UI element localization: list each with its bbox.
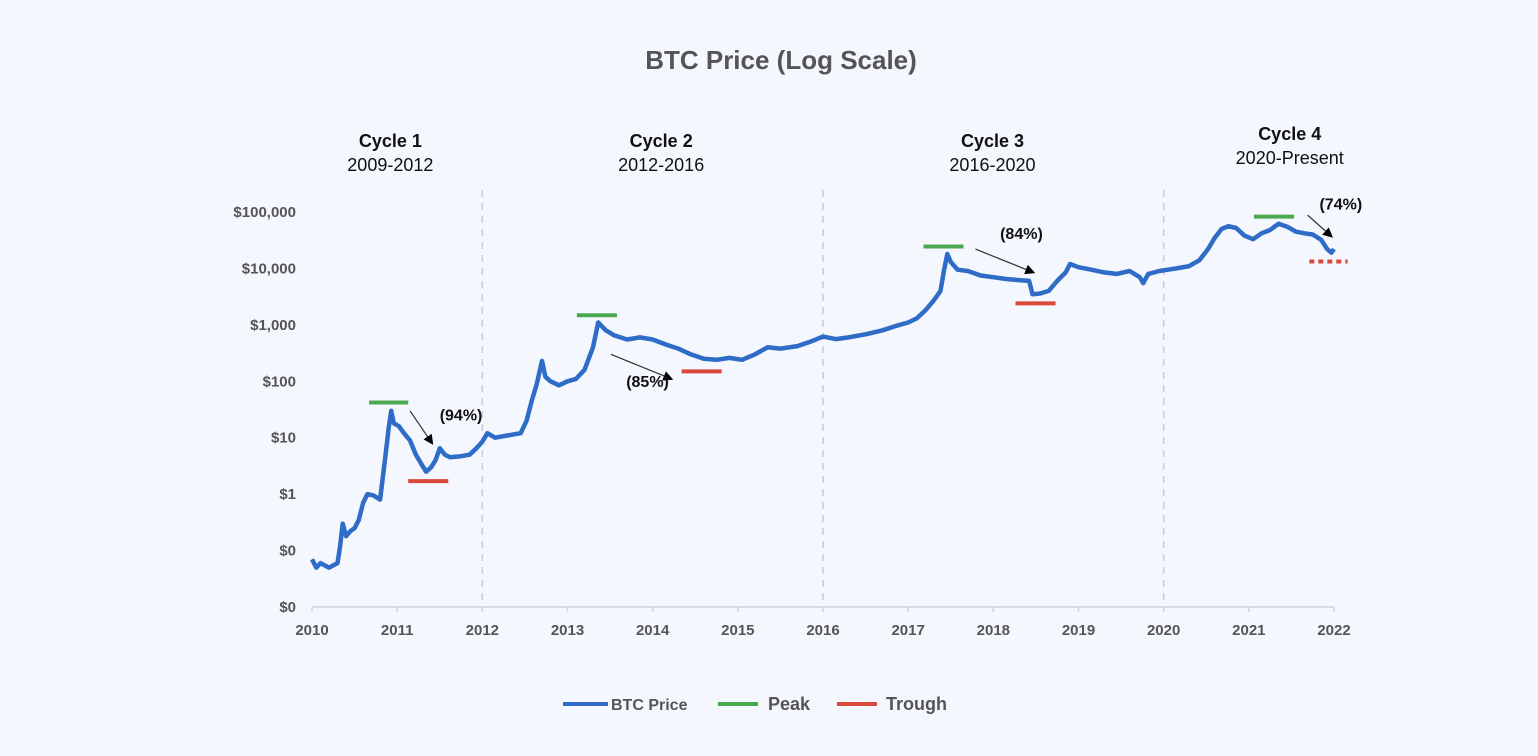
cycle-name: Cycle 4 bbox=[1258, 124, 1321, 144]
peak-trough-marks bbox=[369, 214, 1348, 484]
x-tick-label: 2019 bbox=[1062, 622, 1095, 639]
y-tick-label: $1,000 bbox=[250, 317, 296, 334]
x-tick-label: 2022 bbox=[1317, 622, 1350, 639]
drawdown-label: (94%) bbox=[440, 408, 483, 425]
cycle-dividers bbox=[481, 190, 1165, 607]
y-tick-label: $1 bbox=[279, 486, 296, 503]
legend-label: Trough bbox=[886, 694, 947, 714]
x-tick-label: 2017 bbox=[891, 622, 924, 639]
y-tick-label: $0 bbox=[279, 543, 296, 560]
x-tick-label: 2020 bbox=[1147, 622, 1180, 639]
x-tick-label: 2013 bbox=[551, 622, 584, 639]
drawdown-annotations: (94%) (85%) (84%) (74%) bbox=[409, 197, 1362, 445]
legend-label: Peak bbox=[768, 694, 811, 714]
x-tick-label: 2016 bbox=[806, 622, 839, 639]
x-tick-label: 2014 bbox=[636, 622, 670, 639]
cycle-name: Cycle 1 bbox=[359, 131, 422, 151]
drawdown-arrow bbox=[975, 248, 1036, 275]
cycle-years: 2012-2016 bbox=[618, 155, 704, 175]
x-tick-label: 2011 bbox=[381, 622, 414, 639]
y-tick-label: $100,000 bbox=[233, 204, 296, 221]
chart-title: BTC Price (Log Scale) bbox=[645, 45, 917, 75]
drawdown-label: (84%) bbox=[1000, 226, 1043, 243]
y-tick-label: $10,000 bbox=[242, 260, 296, 277]
cycle-years: 2020-Present bbox=[1236, 148, 1344, 168]
x-tick-label: 2021 bbox=[1232, 622, 1265, 639]
x-tick-label: 2015 bbox=[721, 622, 754, 639]
cycle-years: 2016-2020 bbox=[949, 155, 1035, 175]
series bbox=[310, 221, 1336, 570]
x-tick-label: 2010 bbox=[295, 622, 328, 639]
y-tick-label: $0 bbox=[279, 599, 296, 616]
x-tick-label: 2012 bbox=[466, 622, 499, 639]
legend-label: BTC Price bbox=[611, 697, 688, 714]
cycle-name: Cycle 2 bbox=[630, 131, 693, 151]
drawdown-arrow bbox=[610, 353, 674, 381]
drawdown-arrow bbox=[409, 410, 434, 445]
btc-price-line bbox=[310, 221, 1336, 570]
drawdown-arrow bbox=[1307, 214, 1333, 238]
cycle-years: 2009-2012 bbox=[347, 155, 433, 175]
legend: BTC Price Peak Trough bbox=[563, 694, 947, 714]
x-tick-label: 2018 bbox=[977, 622, 1010, 639]
cycle-name: Cycle 3 bbox=[961, 131, 1024, 151]
drawdown-label: (74%) bbox=[1319, 197, 1362, 214]
cycle-labels: Cycle 1 2009-2012 Cycle 2 2012-2016 Cycle 3 2… bbox=[347, 124, 1343, 175]
axes: 2010 2011 2012 2013 2014 2015 2016 2017 2018 2019… bbox=[233, 204, 1350, 639]
y-tick-label: $100 bbox=[263, 373, 296, 390]
drawdown-label: (85%) bbox=[626, 374, 669, 391]
y-tick-label: $10 bbox=[271, 430, 296, 447]
